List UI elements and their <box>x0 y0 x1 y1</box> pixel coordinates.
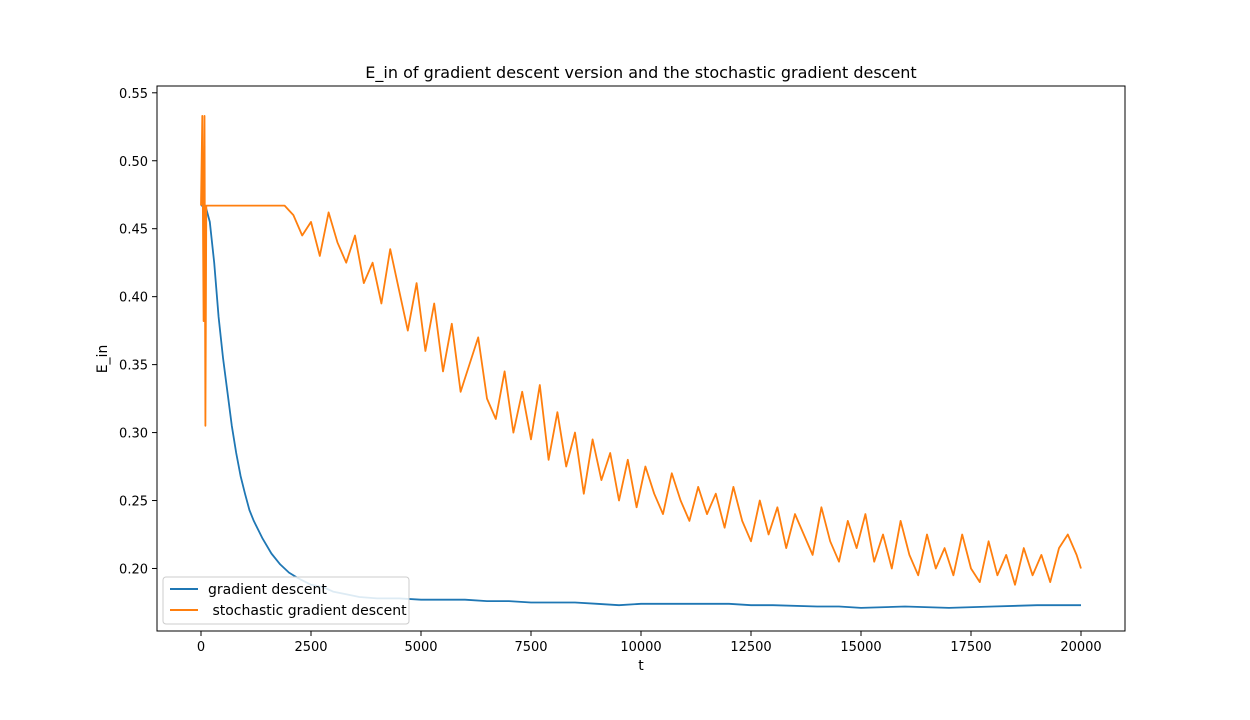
legend-label-gradient-descent: gradient descent <box>208 582 327 598</box>
y-tick-label: 0.50 <box>119 155 148 170</box>
y-tick-label: 0.25 <box>119 495 148 510</box>
x-axis-label: t <box>638 658 644 674</box>
y-tick-label: 0.40 <box>119 291 148 306</box>
x-axis: 0 2500 5000 7500 10000 12500 15000 17500 20000 <box>197 631 1102 655</box>
x-tick-label: 15000 <box>840 640 881 655</box>
chart-title: E_in of gradient descent version and the… <box>365 63 916 83</box>
x-tick-label: 7500 <box>514 640 547 655</box>
x-tick-label: 2500 <box>294 640 327 655</box>
y-tick-label: 0.55 <box>119 87 148 102</box>
x-tick-label: 10000 <box>620 640 661 655</box>
x-tick-label: 0 <box>197 640 205 655</box>
y-axis: 0.20 0.25 0.30 0.35 0.40 0.45 0.50 0.55 <box>119 87 157 577</box>
x-tick-label: 20000 <box>1060 640 1101 655</box>
x-tick-label: 12500 <box>730 640 771 655</box>
y-axis-label: E_in <box>95 345 111 374</box>
y-tick-label: 0.45 <box>119 223 148 238</box>
y-tick-label: 0.35 <box>119 359 148 374</box>
legend-label-stochastic-gradient-descent: stochastic gradient descent <box>208 603 407 619</box>
x-tick-label: 17500 <box>950 640 991 655</box>
y-tick-label: 0.20 <box>119 562 148 577</box>
legend: gradient descent stochastic gradient des… <box>162 576 410 625</box>
legend-box <box>162 576 410 625</box>
x-tick-label: 5000 <box>404 640 437 655</box>
series-line-stochastic-gradient-descent <box>200 115 1082 586</box>
y-tick-label: 0.30 <box>119 427 148 442</box>
